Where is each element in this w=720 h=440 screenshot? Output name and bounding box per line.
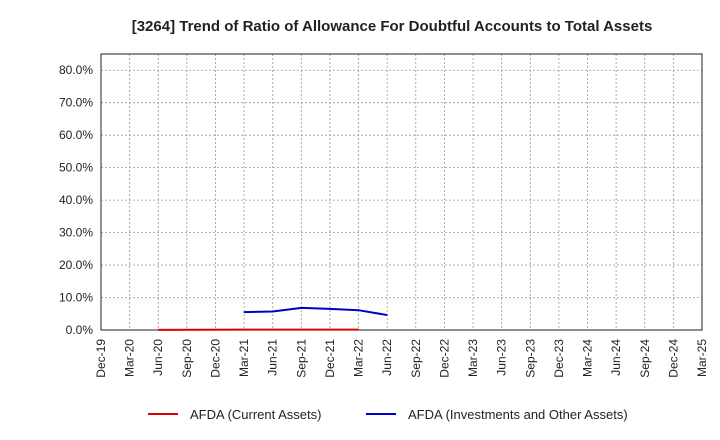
series-line-2 [244,306,388,317]
y-tick-label: 50.0% [59,161,93,175]
y-tick-label: 30.0% [59,226,93,240]
y-tick-label: 80.0% [59,63,93,77]
x-axis: Dec-19 Mar-20 Jun-20 Sep-20 Dec-20 Mar-21 Jun-… [94,339,709,378]
x-tick-label: Sep-20 [180,339,194,378]
x-tick-label: Mar-24 [581,339,595,377]
x-tick-label: Jun-21 [266,339,280,376]
x-tick-label: Dec-22 [437,339,451,378]
x-tick-label: Sep-22 [409,339,423,378]
x-tick-label: Dec-24 [666,339,680,378]
data-point [243,329,245,331]
x-tick-label: Dec-23 [552,339,566,378]
data-point [157,329,159,331]
y-axis: 0.0% 10.0% 20.0% 30.0% 40.0% 50.0% 60.0% 70.0% 8… [59,63,93,337]
x-tick-label: Mar-21 [237,339,251,377]
x-tick-label: Sep-23 [523,339,537,378]
chart-title: [3264] Trend of Ratio of Allowance For D… [132,18,653,35]
data-point [329,329,331,331]
y-tick-label: 0.0% [66,323,94,337]
x-tick-label: Sep-21 [294,339,308,378]
legend: AFDA (Current Assets) AFDA (Investments a… [148,407,628,422]
data-point [300,329,302,331]
legend-label-2: AFDA (Investments and Other Assets) [408,407,628,422]
grid [100,54,703,331]
x-tick-label: Dec-19 [94,339,108,378]
plot-area [100,53,703,331]
y-tick-label: 70.0% [59,96,93,110]
x-tick-label: Mar-20 [123,339,137,377]
x-tick-label: Mar-23 [466,339,480,377]
x-tick-label: Mar-22 [352,339,366,377]
x-tick-label: Jun-22 [380,339,394,376]
x-tick-label: Jun-20 [151,339,165,376]
data-point [272,310,274,313]
x-tick-label: Sep-24 [638,339,652,378]
data-point [386,314,388,316]
y-tick-label: 20.0% [59,258,93,272]
x-tick-label: Mar-25 [695,339,709,377]
y-tick-label: 60.0% [59,128,93,142]
data-point [243,311,245,313]
data-point [329,308,331,310]
legend-label-1: AFDA (Current Assets) [190,407,321,422]
series-layer [157,306,388,331]
x-tick-label: Dec-21 [323,339,337,378]
x-tick-label: Dec-20 [208,339,222,378]
x-tick-label: Jun-23 [495,339,509,376]
data-point [300,307,302,309]
y-tick-label: 40.0% [59,193,93,207]
data-point [357,309,360,311]
y-tick-label: 10.0% [59,291,93,305]
x-tick-label: Jun-24 [609,339,623,376]
data-point [357,329,360,331]
data-point [272,329,274,331]
